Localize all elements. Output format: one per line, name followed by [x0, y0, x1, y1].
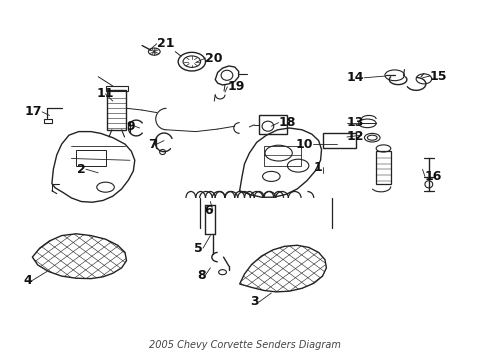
Bar: [105, 86, 128, 91]
Text: 21: 21: [157, 37, 174, 50]
Text: 2005 Chevy Corvette Senders Diagram: 2005 Chevy Corvette Senders Diagram: [148, 340, 340, 350]
Bar: [76, 149, 105, 166]
Bar: [43, 119, 52, 123]
Text: 16: 16: [424, 170, 441, 183]
Text: 17: 17: [24, 105, 42, 118]
Text: 18: 18: [278, 116, 295, 129]
Text: 11: 11: [97, 87, 114, 100]
Text: 4: 4: [23, 274, 32, 287]
Text: 20: 20: [205, 51, 223, 64]
Bar: [259, 116, 287, 134]
Bar: [107, 90, 126, 130]
Text: 7: 7: [148, 138, 157, 150]
Text: 1: 1: [313, 161, 322, 174]
Bar: [375, 151, 390, 184]
Text: 15: 15: [429, 69, 447, 82]
Text: 12: 12: [346, 130, 364, 144]
Text: 6: 6: [204, 204, 212, 217]
Text: 14: 14: [346, 71, 363, 84]
Bar: [264, 146, 300, 166]
Text: 8: 8: [197, 269, 205, 282]
Text: 2: 2: [77, 163, 86, 176]
Text: 10: 10: [295, 138, 312, 150]
Text: 3: 3: [250, 296, 259, 309]
Text: 13: 13: [346, 116, 364, 129]
Text: 5: 5: [194, 242, 203, 255]
Text: 9: 9: [126, 120, 135, 133]
Bar: [322, 133, 355, 148]
Text: 19: 19: [227, 80, 244, 93]
